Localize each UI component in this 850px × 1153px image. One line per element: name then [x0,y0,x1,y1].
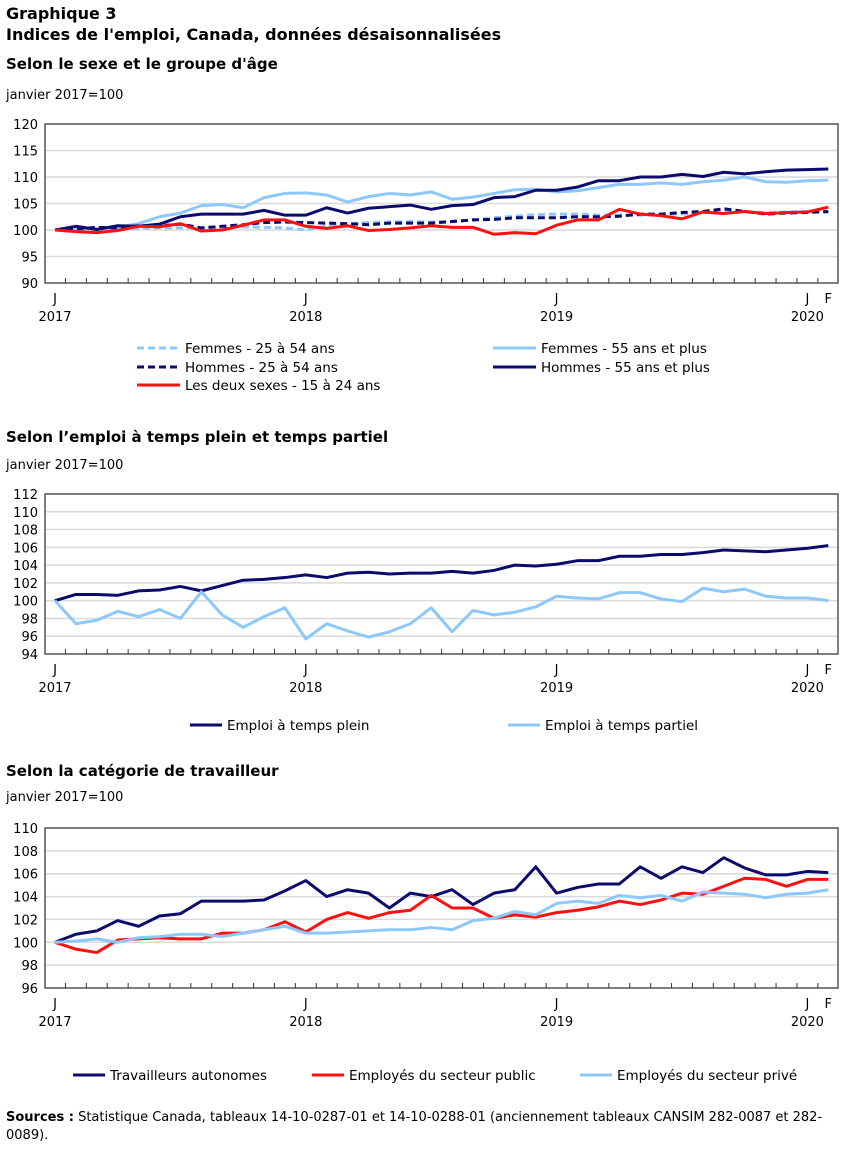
x-year-label: 2017 [38,310,71,325]
series-line [54,888,829,944]
y-tick-label: 102 [13,913,38,928]
x-tick-label: J [554,292,559,307]
x-year-label: 2019 [540,681,573,696]
series-line [54,167,829,232]
x-year-label: 2017 [38,681,71,696]
sources-label: Sources : [6,1110,74,1125]
x-tick-label: J [52,663,57,678]
panel-1-title: Selon le sexe et le groupe d'âge [6,55,278,73]
y-tick-label: 108 [13,845,38,860]
x-tick-label: F [825,997,832,1012]
x-tick-label: F [825,292,832,307]
y-tick-label: 110 [13,171,38,186]
y-tick-label: 95 [21,251,38,266]
legend-label: Employés du secteur public [349,1068,536,1084]
x-tick-label: J [804,997,809,1012]
plot-frame [44,493,839,655]
legend-label: Hommes - 55 ans et plus [541,360,710,376]
legend-label: Travailleurs autonomes [109,1068,267,1084]
x-tick-label: J [52,997,57,1012]
panel-2-title: Selon l’emploi à temps plein et temps pa… [6,428,389,446]
panel-2-plot: 94 96 98 100 102 104 106 108 110 112 J 2017 J 2018 J 20… [13,488,839,734]
x-year-label: 2020 [791,681,824,696]
y-tick-label: 104 [13,891,38,906]
panel-3-unit: janvier 2017=100 [6,790,124,805]
legend-label: Femmes - 55 ans et plus [541,341,707,357]
x-tick-label: J [554,663,559,678]
y-tick-label: 106 [13,868,38,883]
sources-text: Statistique Canada, tableaux 14-10-0287-… [6,1110,823,1143]
x-year-label: 2019 [540,310,573,325]
panel-1-plot: 9095100105110115120J2017J2018J2019J2020F… [13,118,839,394]
x-tick-label: J [52,292,57,307]
x-tick-label: J [804,292,809,307]
plot-frame [44,827,839,989]
figure-title: Indices de l'emploi, Canada, données dés… [6,25,502,44]
y-tick-label: 90 [21,277,38,292]
x-year-label: 2020 [791,1015,824,1030]
figure-number: Graphique 3 [6,4,117,23]
legend-label: Emploi à temps plein [227,718,369,734]
x-year-label: 2017 [38,1015,71,1030]
y-tick-label: 105 [13,198,38,213]
y-tick-label: 96 [21,982,38,997]
x-year-label: 2018 [289,681,322,696]
y-tick-label: 115 [13,145,38,160]
x-tick-label: J [303,663,308,678]
y-tick-label: 110 [13,506,38,521]
x-tick-label: J [303,997,308,1012]
y-tick-label: 96 [21,630,38,645]
series-line [54,856,829,944]
legend-label: Emploi à temps partiel [545,718,698,734]
y-tick-label: 100 [13,595,38,610]
x-tick-label: J [554,997,559,1012]
series-line [53,586,829,641]
x-year-label: 2019 [540,1015,573,1030]
y-tick-label: 110 [13,822,38,837]
y-tick-label: 98 [21,959,38,974]
y-tick-label: 104 [13,559,38,574]
legend-label: Les deux sexes - 15 à 24 ans [185,378,380,394]
y-tick-label: 102 [13,577,38,592]
legend-label: Employés du secteur privé [617,1068,797,1084]
x-year-label: 2018 [289,310,322,325]
y-tick-label: 112 [13,488,38,503]
sources-note: Sources : Statistique Canada, tableaux 1… [6,1109,836,1145]
x-tick-label: J [804,663,809,678]
y-tick-label: 108 [13,524,38,539]
series-line [54,205,829,236]
x-year-label: 2020 [791,310,824,325]
panel-3-plot: 96 98 100 102 104 106 108 110 J 2017 J 2018 J 2019 J 20… [13,822,839,1084]
y-tick-label: 120 [13,118,38,133]
legend-label: Femmes - 25 à 54 ans [185,341,335,357]
x-tick-label: J [303,292,308,307]
y-tick-label: 100 [13,224,38,239]
x-tick-label: F [825,663,832,678]
y-tick-label: 94 [21,648,38,663]
panel-2-unit: janvier 2017=100 [6,458,124,473]
y-tick-label: 100 [13,936,38,951]
x-year-label: 2018 [289,1015,322,1030]
legend-label: Hommes - 25 à 54 ans [185,360,338,376]
series-line [54,207,829,232]
y-tick-label: 98 [21,612,38,627]
panel-1-unit: janvier 2017=100 [6,88,124,103]
panel-3-title: Selon la catégorie de travailleur [6,762,279,780]
y-tick-label: 106 [13,541,38,556]
series-line [54,544,829,603]
series-line [54,175,829,232]
